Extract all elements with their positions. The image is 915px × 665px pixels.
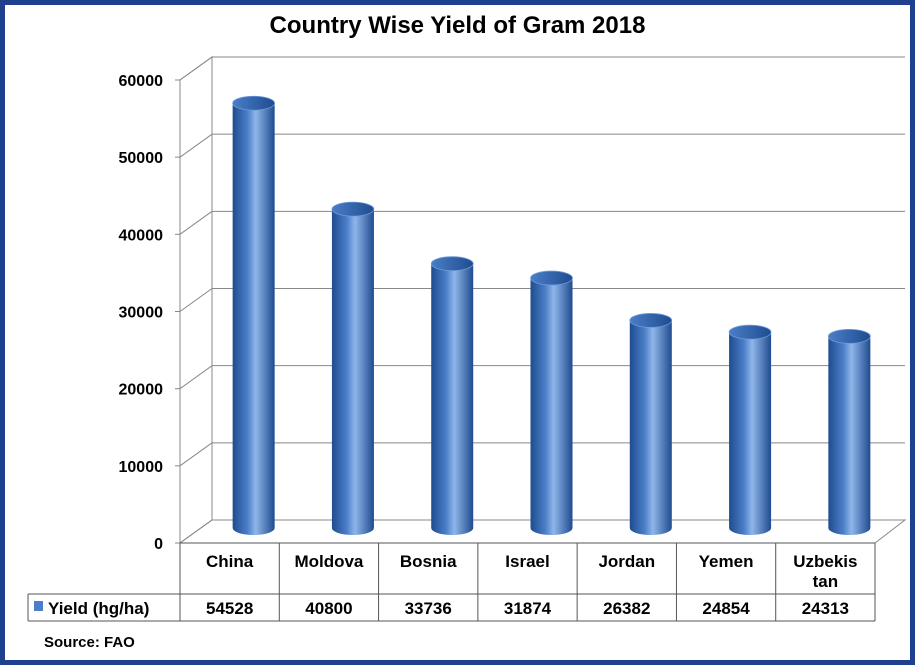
bar-cap <box>728 324 772 340</box>
bar-cap <box>331 201 375 217</box>
x-tick-label: China <box>206 552 254 571</box>
bar-body <box>729 332 772 535</box>
bar-body <box>629 320 672 535</box>
bar-cap <box>430 256 474 272</box>
y-tick-label: 20000 <box>119 382 164 399</box>
x-tick-label: Moldova <box>294 552 363 571</box>
bar-body <box>828 336 871 535</box>
bar-body <box>331 209 374 535</box>
chart-title: Country Wise Yield of Gram 2018 <box>269 12 646 39</box>
gridline-wall <box>179 442 213 467</box>
bar-cap <box>629 313 673 328</box>
bar-body <box>431 263 474 535</box>
x-tick-label: Uzbekis <box>793 552 857 571</box>
x-tick-label: Yemen <box>699 552 754 571</box>
data-label: 40800 <box>305 599 352 618</box>
x-tick-label: tan <box>813 572 839 591</box>
bar-cap <box>232 95 276 111</box>
y-tick-label: 30000 <box>119 305 164 322</box>
y-tick-label: 50000 <box>119 150 164 167</box>
legend-label: Yield (hg/ha) <box>48 599 149 618</box>
data-label: 31874 <box>504 599 552 618</box>
gridline-wall <box>179 210 213 235</box>
data-label: 54528 <box>206 599 253 618</box>
bar-body <box>232 103 275 536</box>
x-tick-label: Bosnia <box>400 552 457 571</box>
y-tick-label: 10000 <box>119 459 164 476</box>
data-label: 33736 <box>405 599 452 618</box>
gridline-wall <box>179 365 213 390</box>
y-tick-label: 40000 <box>119 227 164 244</box>
data-label: 26382 <box>603 599 650 618</box>
x-tick-label: Jordan <box>598 552 655 571</box>
y-tick-label: 60000 <box>119 73 164 90</box>
y-tick-label: 0 <box>154 536 163 553</box>
legend-swatch <box>34 601 43 611</box>
bar-body <box>530 278 573 535</box>
x-tick-label: Israel <box>505 552 549 571</box>
bar-cap <box>827 328 871 344</box>
gridline-wall <box>179 519 213 544</box>
gridline-wall <box>179 288 213 312</box>
data-label: 24854 <box>702 599 750 618</box>
gridline-wall <box>179 133 213 158</box>
source-note: Source: FAO <box>44 634 135 651</box>
gridline-wall <box>179 56 213 81</box>
data-label: 24313 <box>802 599 849 618</box>
bar-cap <box>530 270 573 286</box>
